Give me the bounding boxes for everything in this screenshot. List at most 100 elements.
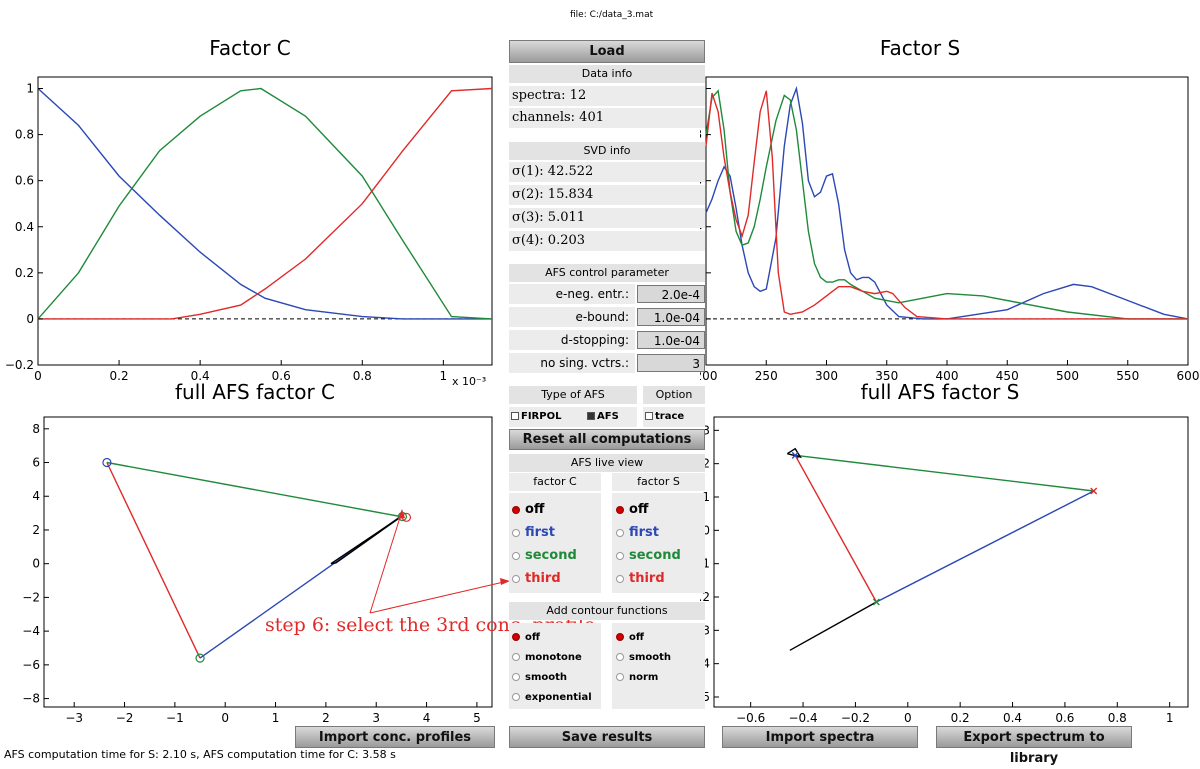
live-view-factor-c-header: factor C — [509, 473, 601, 491]
firpol-check-icon — [511, 412, 519, 420]
firpol-label: FIRPOL — [521, 411, 562, 422]
y-tick-label: 0.8 — [15, 128, 34, 142]
contour-c-exponential-radio[interactable]: exponential — [512, 688, 592, 708]
x-tick-label: 2 — [322, 711, 330, 725]
y-tick-label: 8 — [32, 422, 40, 436]
y-tick-label: −0.2 — [5, 358, 34, 372]
channels-count: channels: 401 — [509, 108, 705, 128]
sigma-1: σ(1): 42.522 — [509, 162, 705, 182]
live-s-off-label: off — [629, 502, 649, 517]
option-header: Option — [643, 386, 705, 404]
y-tick-label: 2 — [32, 523, 40, 537]
factor-s-axes — [705, 76, 1189, 366]
contour-c-off-radio[interactable]: off — [512, 628, 540, 648]
x-tick-label: −0.4 — [788, 711, 817, 725]
import-conc-button[interactable]: Import conc. profiles — [295, 726, 495, 748]
radio-icon — [616, 653, 624, 661]
live-view-s-group — [612, 493, 705, 593]
radio-selected-icon — [616, 505, 624, 514]
param-label-neg-entr: e-neg. entr.: — [509, 284, 635, 304]
y-tick-label: −4 — [22, 624, 40, 638]
x-tick-label: 0.6 — [272, 369, 291, 383]
afs-s-cross-marker — [791, 451, 799, 459]
status-text: AFS computation time for S: 2.10 s, AFS … — [4, 748, 396, 761]
afs-s-edge-green — [795, 454, 1094, 492]
live-c-second-label: second — [525, 548, 577, 563]
trace-checkbox[interactable]: trace — [645, 411, 684, 422]
export-spectrum-button[interactable]: Export spectrum to library — [936, 726, 1132, 766]
factor-s-chart: 20025030035040045050055060010.80.60.40.2… — [700, 76, 1199, 383]
data-info-header: Data info — [509, 65, 705, 83]
contour-c-monotone-radio[interactable]: monotone — [512, 648, 582, 668]
contour-c-off-label: off — [525, 632, 540, 643]
type-of-afs-group: FIRPOL AFS — [509, 407, 637, 427]
x-tick-label: 350 — [875, 369, 898, 383]
factor-c-series-3 — [38, 87, 493, 320]
y-tick-label: −0.4 — [700, 657, 710, 671]
afs-s-chart: −0.6 −0.4 −0.2 0 0.2 0.4 0.6 0.8 1 0.3 0.2 0.1 0 −0.1… — [700, 416, 1189, 725]
x-tick-label: 0 — [221, 711, 229, 725]
y-tick-label: 4 — [32, 489, 40, 503]
param-value-sing-vctrs[interactable]: 3 — [637, 354, 705, 372]
svd-info-header: SVD info — [509, 142, 705, 160]
live-s-off-radio[interactable]: off — [616, 500, 648, 520]
import-spectra-button[interactable]: Import spectra — [722, 726, 918, 748]
x-tick-label: −0.2 — [841, 711, 870, 725]
x-tick-label: 550 — [1116, 369, 1139, 383]
x-tick-label: 1 — [1166, 711, 1174, 725]
radio-icon — [616, 551, 624, 560]
param-label-stopping: d-stopping: — [509, 330, 635, 350]
contour-c-smooth-radio[interactable]: smooth — [512, 668, 567, 688]
factor-s-series-3 — [705, 90, 1188, 320]
param-value-bound[interactable]: 1.0e-04 — [637, 308, 705, 326]
live-view-c-group — [509, 493, 601, 593]
contour-s-norm-label: norm — [629, 672, 659, 683]
param-value-stopping[interactable]: 1.0e-04 — [637, 331, 705, 349]
x-tick-label: 4 — [423, 711, 431, 725]
afs-s-edge-blue — [876, 490, 1095, 603]
x-tick-label: −1 — [166, 711, 184, 725]
x-tick-label: 500 — [1056, 369, 1079, 383]
param-value-neg-entr[interactable]: 2.0e-4 — [637, 285, 705, 303]
contour-s-smooth-label: smooth — [629, 652, 672, 663]
live-s-second-radio[interactable]: second — [616, 546, 681, 566]
contour-c-exponential-label: exponential — [525, 692, 592, 703]
live-s-first-radio[interactable]: first — [616, 523, 659, 543]
afs-check-icon — [587, 412, 595, 420]
contour-s-off-radio[interactable]: off — [616, 628, 644, 648]
x-tick-label: −3 — [65, 711, 83, 725]
y-tick-label: −8 — [22, 692, 40, 706]
afs-checkbox[interactable]: AFS — [587, 411, 619, 422]
x-tick-label: 200 — [700, 369, 717, 383]
afs-s-axes — [713, 416, 1189, 708]
x-tick-label: 3 — [372, 711, 380, 725]
contour-s-norm-radio[interactable]: norm — [616, 668, 658, 688]
factor-c-series-2 — [37, 87, 493, 320]
radio-selected-icon — [512, 505, 520, 514]
reset-all-button[interactable]: Reset all computations — [509, 429, 705, 450]
live-s-third-radio[interactable]: third — [616, 569, 665, 589]
y-tick-label: −0.1 — [700, 557, 710, 571]
y-tick-label: −0.3 — [700, 623, 710, 637]
x-tick-label: 0.8 — [353, 369, 372, 383]
live-view-header: AFS live view — [509, 454, 705, 472]
save-results-button[interactable]: Save results — [509, 726, 705, 748]
radio-icon — [512, 653, 520, 661]
factor-c-axes — [37, 76, 493, 366]
live-c-second-radio[interactable]: second — [512, 546, 577, 566]
contour-s-smooth-radio[interactable]: smooth — [616, 648, 671, 668]
file-label: file: C:/data_3.mat — [570, 10, 654, 20]
load-button[interactable]: Load — [509, 40, 705, 63]
y-tick-label: 0.6 — [15, 174, 34, 188]
factor-c-series-1 — [37, 87, 492, 320]
live-c-first-radio[interactable]: first — [512, 523, 555, 543]
live-c-third-radio[interactable]: third — [512, 569, 561, 589]
radio-selected-icon — [616, 633, 624, 641]
y-tick-label: 1 — [26, 82, 34, 96]
contour-s-off-label: off — [629, 632, 644, 643]
x-tick-label: 1 — [272, 711, 280, 725]
firpol-checkbox[interactable]: FIRPOL — [511, 411, 561, 422]
y-tick-label: −2 — [22, 590, 40, 604]
live-c-off-radio[interactable]: off — [512, 500, 544, 520]
contour-header: Add contour functions — [509, 602, 705, 620]
